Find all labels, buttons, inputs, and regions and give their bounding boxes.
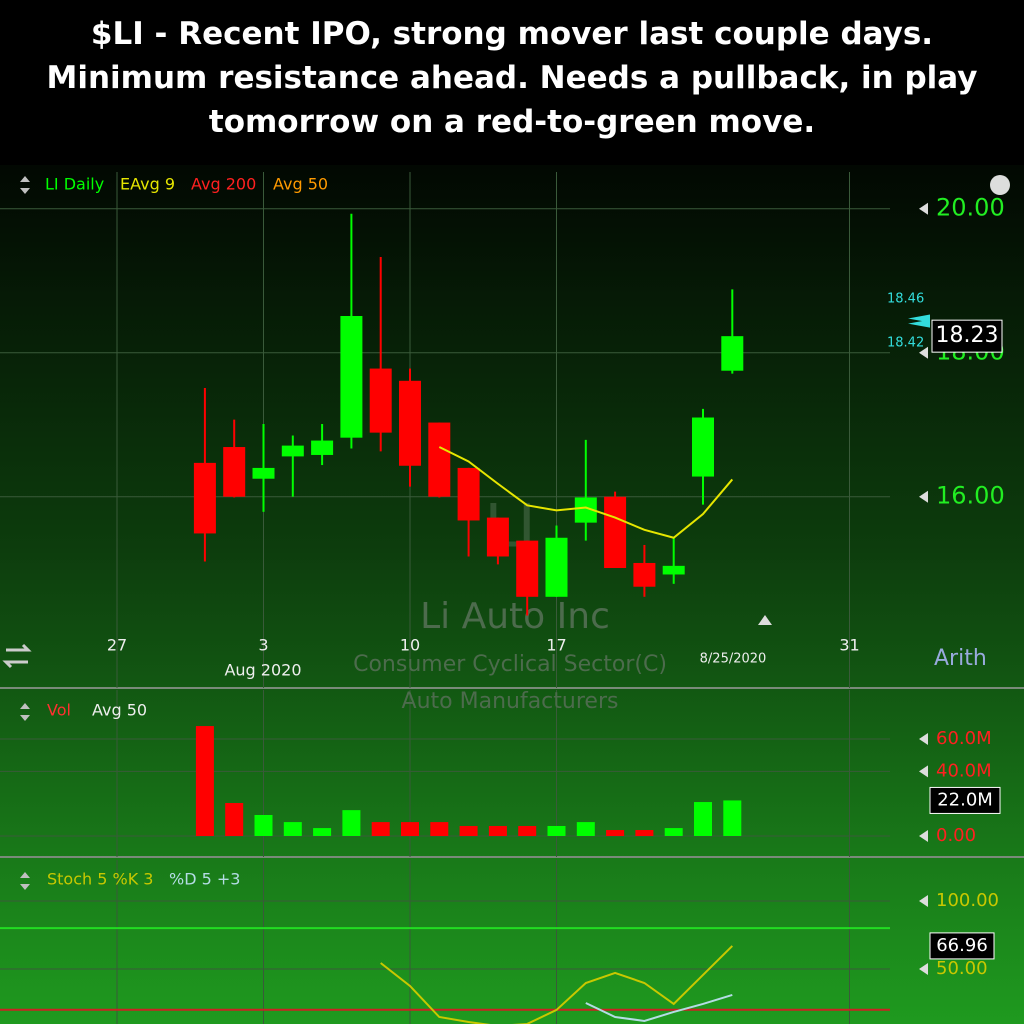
volume-bar xyxy=(225,803,244,837)
y-tick-label: 0.00 xyxy=(936,825,976,846)
candle-body xyxy=(193,462,216,534)
watermark: Auto Manufacturers xyxy=(402,689,619,714)
cursor-marker xyxy=(758,615,772,625)
x-tick-label: 17 xyxy=(546,636,566,655)
legend-entry: EAvg 9 xyxy=(120,175,175,194)
overlay-line xyxy=(438,446,734,539)
legend-entry: Stoch 5 %K 3 xyxy=(47,870,153,889)
stoch-line xyxy=(380,945,734,1024)
x-tick-label: 3 xyxy=(258,636,268,655)
last-volume: 22.0M xyxy=(937,789,993,810)
candle-body xyxy=(516,540,539,597)
candle-body xyxy=(428,422,451,497)
candle-body xyxy=(692,417,714,477)
refresh-icon[interactable] xyxy=(2,643,32,669)
legend-entry: Avg 50 xyxy=(273,175,328,194)
stoch-line xyxy=(585,994,733,1022)
x-tick-label: 31 xyxy=(839,636,859,655)
y-tick-label: 40.0M xyxy=(936,760,992,781)
candle-body xyxy=(369,368,392,433)
candle-body xyxy=(311,440,334,455)
y-tick-label: 50.00 xyxy=(936,958,988,979)
legend-entry: Avg 200 xyxy=(191,175,256,194)
tick-mark xyxy=(919,765,928,778)
tick-mark xyxy=(919,490,928,503)
candle-body xyxy=(662,565,685,575)
bid-marker xyxy=(908,314,930,323)
tick-mark xyxy=(919,202,928,215)
volume-bar xyxy=(606,830,625,837)
settings-icon[interactable] xyxy=(990,175,1010,195)
volume-bar xyxy=(488,825,507,837)
volume-bar xyxy=(664,828,683,837)
candle-body xyxy=(604,496,627,568)
legend-entry: %D 5 +3 xyxy=(169,870,240,889)
candle-body xyxy=(574,497,597,523)
ask-marker xyxy=(908,319,930,328)
cursor-label: 8/25/2020 xyxy=(700,652,767,667)
candle-body xyxy=(721,336,744,371)
volume-bar xyxy=(459,825,478,837)
volume-bar xyxy=(313,828,332,837)
volume-bar xyxy=(723,800,742,837)
candle-body xyxy=(223,447,246,497)
last-box xyxy=(931,319,1003,353)
volume-bar xyxy=(518,825,537,837)
candle-body xyxy=(486,517,509,557)
bid-label: 18.42 xyxy=(887,336,924,351)
volume-bar xyxy=(401,822,419,837)
caption-line: Minimum resistance ahead. Needs a pullba… xyxy=(46,60,978,96)
volume-bar xyxy=(342,810,361,837)
volume-bar xyxy=(635,830,654,837)
last-stoch: 66.96 xyxy=(936,935,988,956)
caption-line: $LI - Recent IPO, strong mover last coup… xyxy=(90,16,934,52)
tick-mark xyxy=(919,732,928,745)
candle-body xyxy=(281,445,304,457)
last-box xyxy=(929,786,1001,814)
y-tick-label: 100.00 xyxy=(936,890,999,911)
y-tick-label: 20.00 xyxy=(936,194,1005,222)
candle-body xyxy=(457,467,480,521)
tick-mark xyxy=(919,962,928,975)
volume-bar xyxy=(576,822,595,837)
y-tick-label: 16.00 xyxy=(936,482,1005,510)
tick-mark xyxy=(919,346,928,359)
watermark: Consumer Cyclical Sector(C) xyxy=(353,652,667,677)
y-tick-label: 60.0M xyxy=(936,728,992,749)
tick-mark xyxy=(919,894,928,907)
volume-bar xyxy=(694,802,712,837)
candle-body xyxy=(545,537,568,597)
candle-body xyxy=(340,316,363,438)
volume-bar xyxy=(254,814,273,837)
watermark: Li Auto Inc xyxy=(420,596,610,637)
volume-bar xyxy=(430,822,449,837)
candle-body xyxy=(252,467,275,479)
last-price: 18.23 xyxy=(936,323,999,348)
volume-bar xyxy=(283,822,302,837)
legend-title: Vol xyxy=(47,701,71,720)
x-tick-label: 10 xyxy=(400,636,420,655)
scale-label: Arith xyxy=(934,646,987,671)
caption-line: tomorrow on a red-to-green move. xyxy=(208,104,816,140)
volume-bar xyxy=(371,822,390,837)
legend-entry: Avg 50 xyxy=(92,701,147,720)
x-tick-label: 27 xyxy=(107,636,127,655)
tick-mark xyxy=(919,830,928,843)
legend-icon xyxy=(20,176,30,890)
candle-body xyxy=(399,380,421,466)
last-box xyxy=(929,932,995,960)
ask-label: 18.46 xyxy=(887,292,924,307)
volume-bar xyxy=(195,726,214,837)
caption: $LI - Recent IPO, strong mover last coup… xyxy=(0,0,1024,165)
candle-body xyxy=(633,562,656,587)
volume-bar xyxy=(547,825,566,837)
x-sublabel: Aug 2020 xyxy=(224,661,301,680)
background xyxy=(0,165,1024,1024)
legend-title: LI Daily xyxy=(45,175,104,194)
